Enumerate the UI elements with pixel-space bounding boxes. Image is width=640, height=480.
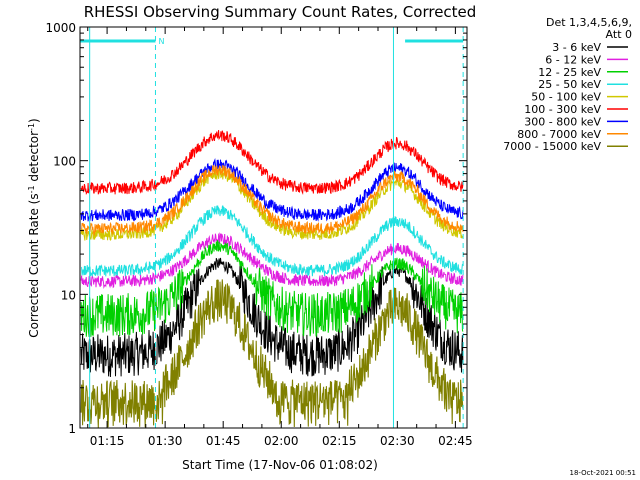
legend-label-5: 100 - 300 keV [524, 103, 601, 116]
y-tick-label-1: 10 [61, 288, 76, 302]
chart-title: RHESSI Observing Summary Count Rates, Co… [84, 3, 477, 21]
legend-label-0: 3 - 6 keV [552, 41, 601, 54]
x-tick-label-6: 02:45 [438, 434, 473, 448]
x-tick-label-0: 01:15 [90, 434, 125, 448]
y-tick-label-0: 1 [68, 422, 76, 436]
legend-label-6: 300 - 800 keV [524, 115, 601, 128]
y-axis-label: Corrected Count Rate (s-1 detector-1) [27, 118, 41, 337]
y-axis-label-mid: detector [27, 131, 41, 186]
y-axis-label-sup1: -1 [27, 185, 36, 193]
series-line-6 [80, 157, 464, 222]
x-tick-label-2: 01:45 [206, 434, 241, 448]
legend-label-1: 6 - 12 keV [545, 53, 601, 66]
footer-timestamp: 18-Oct-2021 00:51 [570, 469, 636, 477]
legend-label-3: 25 - 50 keV [538, 78, 601, 91]
x-tick-label-3: 02:00 [264, 434, 299, 448]
legend-header-line1: Det 1,3,4,5,6,9, [546, 16, 632, 29]
series-line-5 [80, 130, 464, 195]
legend-label-8: 7000 - 15000 keV [503, 140, 601, 153]
y-tick-label-2: 100 [53, 155, 76, 169]
y-tick-label-3: 1000 [45, 21, 76, 35]
series-line-8 [80, 279, 464, 428]
legend-label-2: 12 - 25 keV [538, 66, 601, 79]
y-axis-label-end: ) [27, 118, 41, 123]
plot-area: N [80, 27, 464, 428]
plot-frame [79, 26, 468, 429]
x-tick-label-1: 01:30 [148, 434, 183, 448]
legend-label-7: 800 - 7000 keV [517, 128, 601, 141]
series-line-3 [80, 205, 463, 277]
series-line-0 [80, 257, 464, 378]
legend-label-4: 50 - 100 keV [531, 91, 601, 104]
x-tick-label-5: 02:30 [380, 434, 415, 448]
series-line-1 [80, 232, 464, 290]
x-axis-label: Start Time (17-Nov-06 01:08:02) [182, 458, 378, 472]
axes: 01:15 01:30 01:45 02:00 02:15 02:30 02:45 1 10 10… [45, 21, 472, 448]
saa-flag-label: N [158, 37, 164, 46]
legend-header-line2: Att 0 [606, 28, 632, 41]
x-tick-label-4: 02:15 [322, 434, 357, 448]
y-axis-label-sup2: -1 [27, 123, 36, 131]
y-axis-label-main: Corrected Count Rate (s [27, 193, 41, 337]
series-line-2 [80, 240, 464, 338]
series-line-7 [81, 164, 464, 237]
